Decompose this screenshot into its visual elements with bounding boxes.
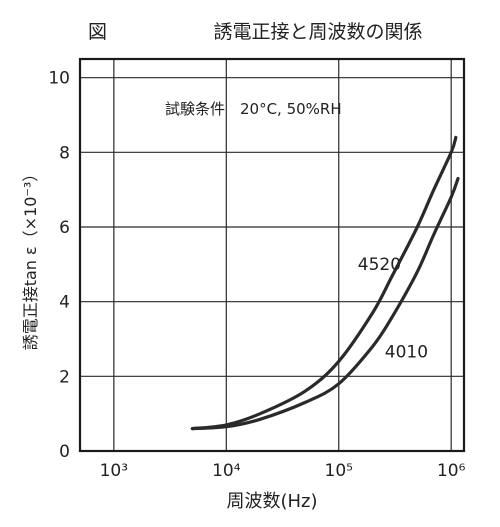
figure-label: 図 (88, 21, 107, 43)
chart-title: 誘電正接と周波数の関係 (213, 21, 422, 43)
y-tick-label: 6 (59, 218, 70, 238)
condition-text: 試験条件 20°C, 50%RH (165, 100, 342, 118)
grid (80, 59, 464, 451)
y-tick-label: 10 (48, 69, 70, 89)
y-axis-ticks: 0 2 4 6 8 10 (48, 69, 70, 462)
x-tick-label: 10³ (100, 461, 128, 481)
y-axis-label: 誘電正接tan ε（×10⁻³） (21, 166, 40, 351)
y-tick-label: 4 (59, 293, 70, 313)
x-axis-ticks: 10³ 10⁴ 10⁵ 10⁶ (100, 461, 466, 481)
series-layer: 4520 4010 (190, 135, 460, 431)
x-tick-label: 10⁴ (212, 461, 241, 481)
x-tick-label: 10⁵ (325, 461, 353, 481)
series-label-4010: 4010 (385, 343, 428, 363)
plot-area: 4520 4010 (78, 57, 466, 453)
x-tick-label: 10⁶ (437, 461, 466, 481)
y-tick-label: 2 (59, 367, 70, 387)
series-line-4520 (190, 135, 458, 431)
series-line-4010 (190, 176, 460, 431)
series-label-4520: 4520 (358, 255, 401, 275)
plot-frame (78, 57, 466, 453)
y-tick-label: 8 (59, 143, 70, 163)
y-tick-label: 0 (59, 442, 70, 462)
x-axis-label: 周波数(Hz) (226, 491, 317, 512)
